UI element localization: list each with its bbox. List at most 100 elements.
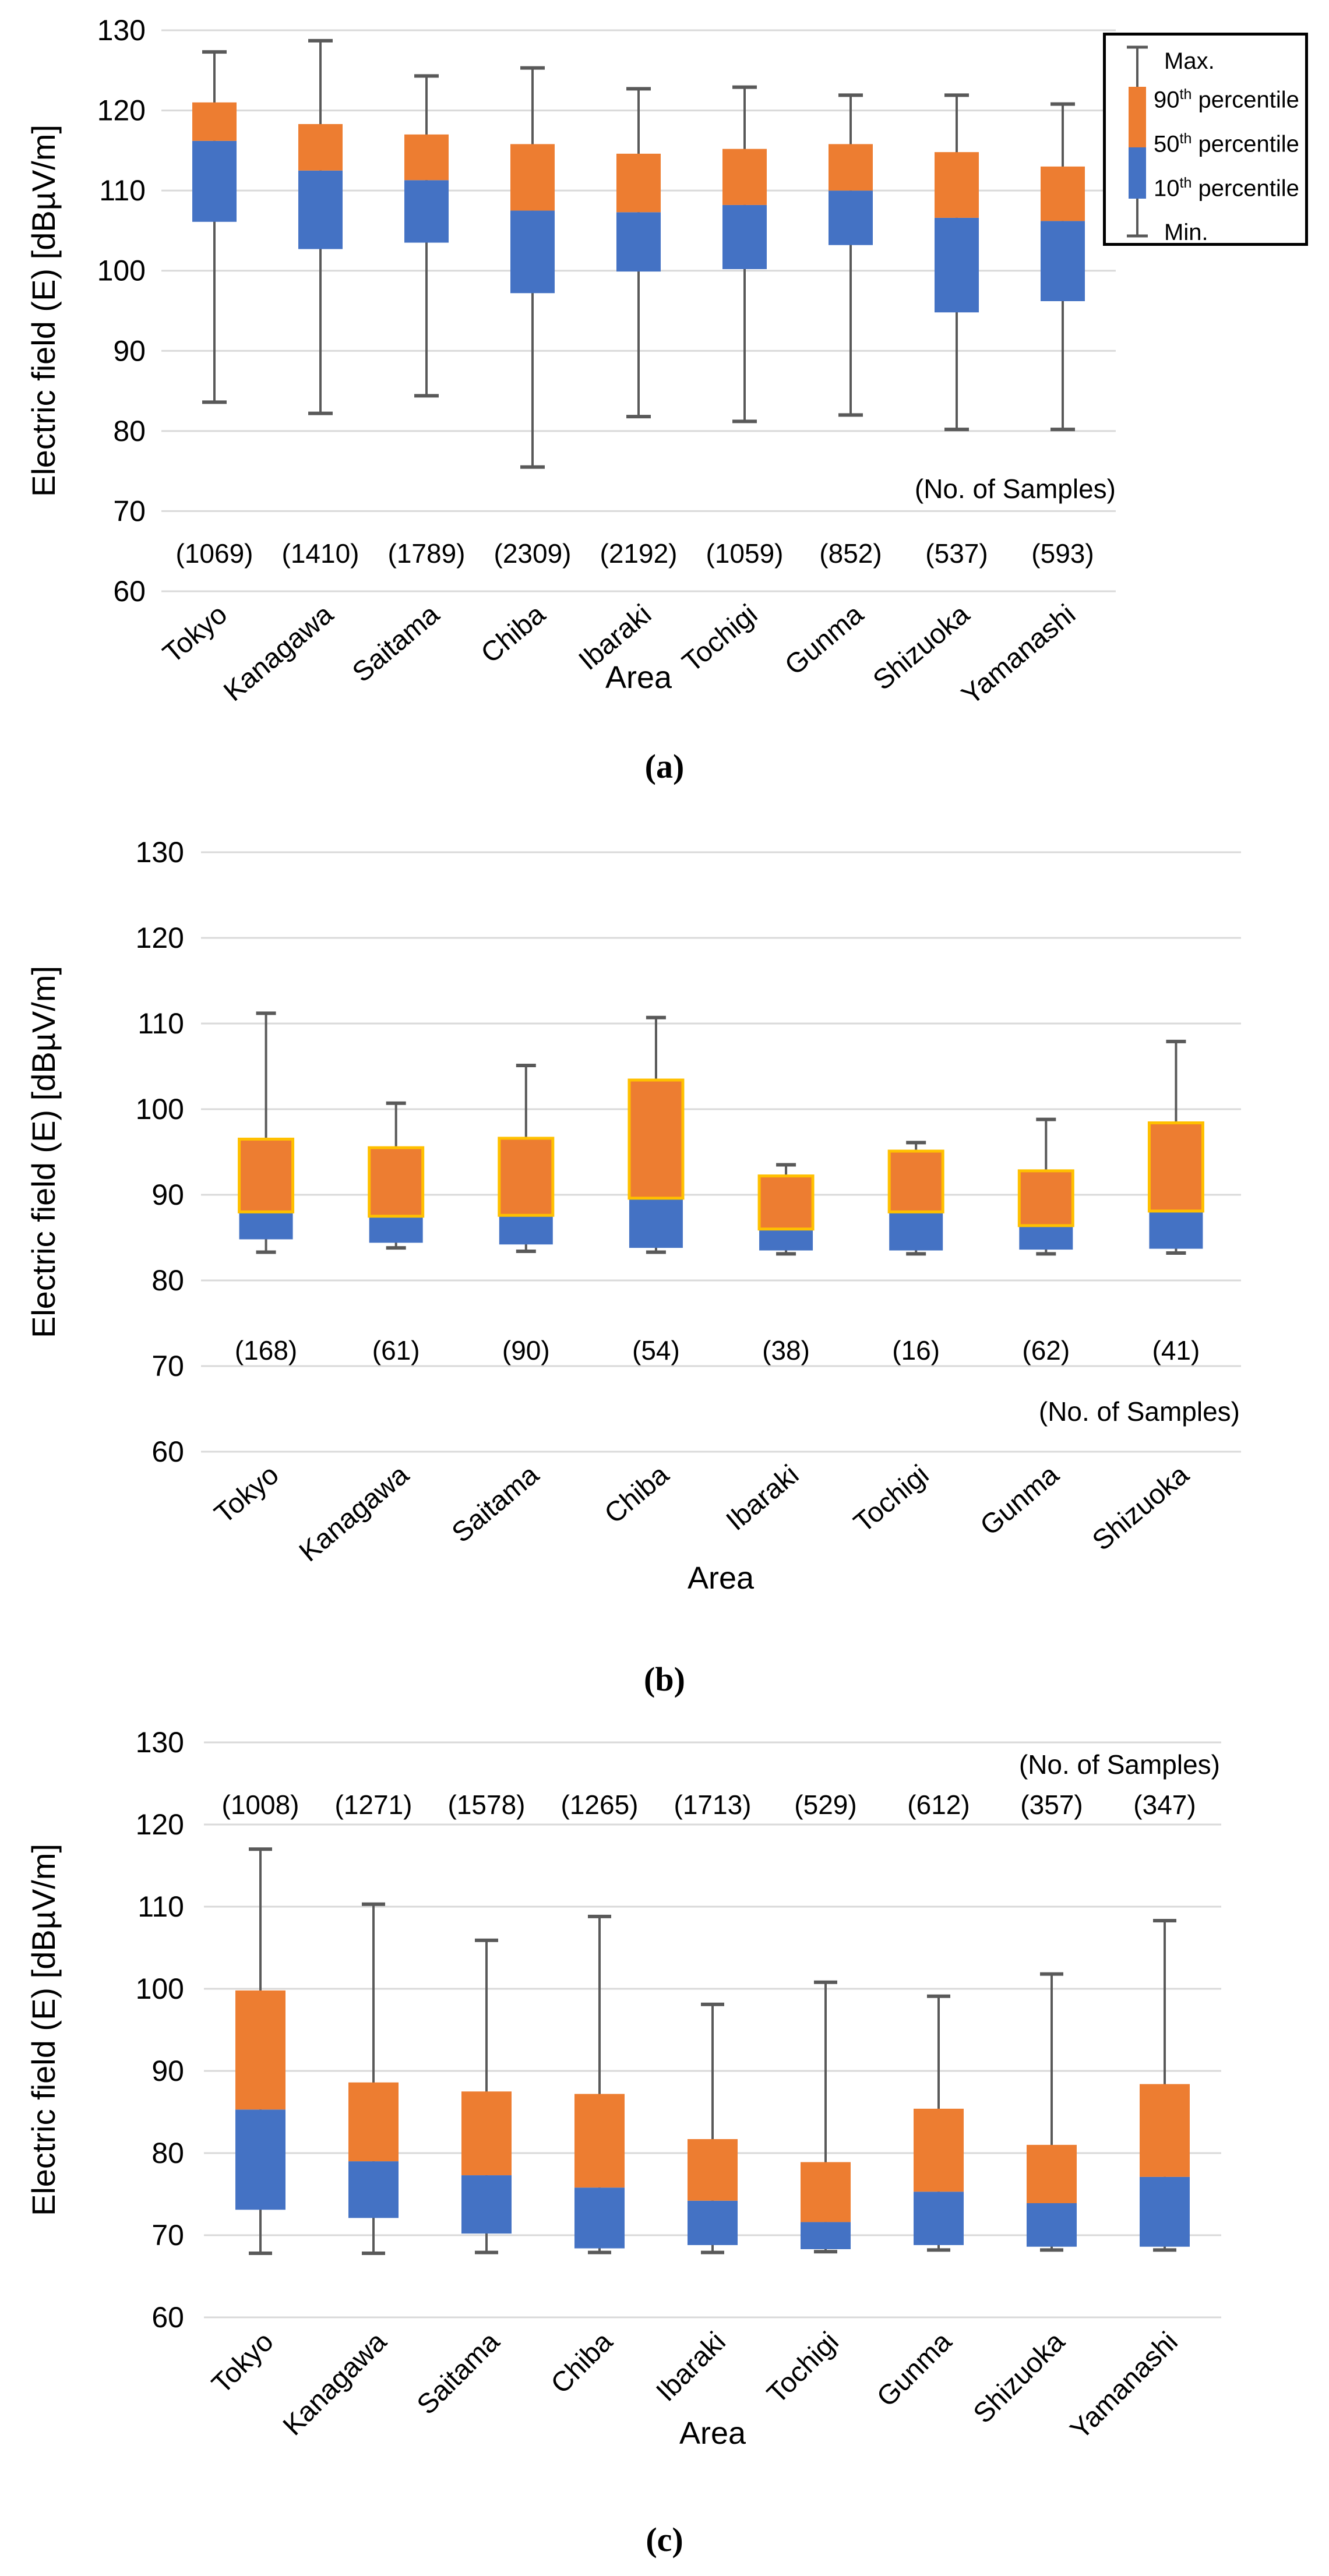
chart-c-xlabel-yamanashi: Yamanashi	[1064, 2326, 1184, 2446]
chart-c-x-axis-title: Area	[679, 2416, 746, 2451]
chart-c-sample-count-tokyo: (1008)	[222, 1790, 299, 1820]
chart-a-box-p50-p90-kanagawa	[298, 123, 343, 171]
legend-10th-box	[1129, 147, 1146, 199]
chart-a-xlabel-tochigi: Tochigi	[677, 599, 764, 679]
chart-b-sample-count-tokyo: (168)	[235, 1335, 297, 1365]
chart-a-xlabel-yamanashi: Yamanashi	[956, 599, 1081, 711]
chart-b-sample-count-shizuoka: (41)	[1152, 1335, 1200, 1365]
chart-b-xlabel-gunma: Gunma	[975, 1459, 1065, 1542]
chart-a-box-p50-p90-ibaraki	[616, 153, 661, 213]
chart-c-y-axis-title: Electric field (E) [dBµV/m]	[25, 1843, 62, 2217]
chart-c-xlabel-tokyo: Tokyo	[206, 2326, 280, 2399]
chart-a-box-p50-p90-tokyo	[192, 102, 237, 141]
chart-c-box-p10-p50-tochigi	[801, 2222, 851, 2249]
legend-boxplot-glyph	[1127, 45, 1148, 238]
chart-b-ytick-110: 110	[138, 1007, 184, 1040]
chart-c-sample-count-gunma: (612)	[907, 1790, 970, 1820]
chart-c-xlabel-saitama: Saitama	[411, 2326, 506, 2420]
chart-a-xlabel-shizuoka: Shizuoka	[868, 599, 976, 697]
chart-c-xlabel-shizuoka: Shizuoka	[968, 2326, 1071, 2429]
chart-c-box-p50-p90-saitama	[461, 2091, 512, 2176]
chart-a-sample-count-kanagawa: (1410)	[282, 538, 359, 569]
chart-b-ytick-130: 130	[136, 836, 184, 869]
chart-c-box-p10-p50-shizuoka	[1027, 2203, 1077, 2247]
chart-a-ytick-70: 70	[113, 495, 146, 527]
chart-c-box-p50-p90-shizuoka	[1027, 2144, 1077, 2204]
chart-a-xlabel-gunma: Gunma	[779, 599, 869, 682]
legend-item-max: Max.	[1164, 48, 1215, 74]
chart-c-ytick-90: 90	[151, 2055, 184, 2087]
chart-b-sample-count-kanagawa: (61)	[372, 1335, 420, 1365]
chart-a-xlabel-kanagawa: Kanagawa	[218, 599, 339, 708]
chart-c-ytick-60: 60	[151, 2301, 184, 2334]
chart-b-xlabel-kanagawa: Kanagawa	[294, 1459, 415, 1568]
chart-a-box-p10-p50-yamanashi	[1041, 221, 1085, 301]
chart-a-ytick-90: 90	[113, 334, 146, 367]
chart-c-caption: (c)	[646, 2521, 683, 2559]
chart-c-box-p10-p50-yamanashi	[1140, 2176, 1190, 2247]
chart-b-box-p50-p90-ibaraki	[757, 1174, 815, 1231]
chart-b-caption: (b)	[644, 1660, 685, 1698]
chart-a-sample-count-shizuoka: (537)	[925, 538, 988, 569]
chart-c-samples-note: (No. of Samples)	[1018, 1749, 1220, 1780]
chart-a-y-axis-title: Electric field (E) [dBµV/m]	[25, 124, 62, 497]
chart-b-box-p10-p50-gunma	[1019, 1225, 1073, 1250]
chart-b-y-axis-title: Electric field (E) [dBµV/m]	[25, 965, 62, 1339]
chart-b-sample-count-gunma: (62)	[1022, 1335, 1070, 1365]
chart-c-sample-count-yamanashi: (347)	[1133, 1790, 1196, 1820]
chart-b-sample-count-saitama: (90)	[502, 1335, 550, 1365]
legend-item-90th-percentile: 90th percentile	[1154, 86, 1299, 113]
chart-c-box-p10-p50-chiba	[574, 2187, 625, 2249]
chart-b-box-p50-p90-tochigi	[887, 1149, 944, 1213]
chart-c-box-p50-p90-ibaraki	[688, 2139, 738, 2201]
chart-a-box-p50-p90-shizuoka	[935, 152, 979, 218]
chart-c-box-p50-p90-yamanashi	[1140, 2084, 1190, 2177]
chart-c-ytick-80: 80	[151, 2137, 184, 2169]
chart-a-box-p50-p90-saitama	[404, 134, 449, 181]
chart-c-box-p50-p90-kanagawa	[348, 2082, 399, 2162]
legend: Max. 90th percentile 50th percentile 10t…	[1103, 33, 1308, 246]
legend-item-10th-percentile: 10th percentile	[1154, 175, 1299, 202]
chart-b-box-p10-p50-tokyo	[239, 1212, 293, 1240]
chart-a-caption: (a)	[644, 747, 685, 785]
legend-item-50th-percentile: 50th percentile	[1154, 130, 1299, 157]
chart-c-box-p50-p90-chiba	[574, 2094, 625, 2188]
chart-a-box-p10-p50-tochigi	[722, 204, 767, 269]
chart-a-sample-count-yamanashi: (593)	[1031, 538, 1094, 569]
chart-b-sample-count-ibaraki: (38)	[762, 1335, 810, 1365]
chart-b-ytick-60: 60	[151, 1435, 184, 1468]
chart-a-sample-count-ibaraki: (2192)	[600, 538, 678, 569]
chart-b-sample-count-tochigi: (16)	[892, 1335, 940, 1365]
chart-b-box-p50-p90-shizuoka	[1147, 1121, 1204, 1213]
chart-c-ytick-110: 110	[138, 1890, 184, 1923]
chart-a-box-p50-p90-yamanashi	[1041, 166, 1085, 221]
chart-c-xlabel-gunma: Gunma	[871, 2326, 958, 2413]
chart-a-box-p10-p50-tokyo	[192, 140, 237, 222]
chart-b-box-p50-p90-saitama	[498, 1137, 555, 1217]
chart-b-sample-count-chiba: (54)	[632, 1335, 680, 1365]
chart-c-box-p50-p90-tokyo	[235, 1990, 285, 2110]
chart-c-xlabel-tochigi: Tochigi	[762, 2326, 845, 2409]
chart-c-ytick-120: 120	[136, 1808, 184, 1841]
chart-b-ytick-70: 70	[151, 1350, 184, 1382]
chart-c-box-p10-p50-kanagawa	[348, 2161, 399, 2218]
chart-b-xlabel-shizuoka: Shizuoka	[1087, 1459, 1195, 1557]
chart-a-box-p10-p50-kanagawa	[298, 170, 343, 249]
chart-c-box-p10-p50-saitama	[461, 2175, 512, 2234]
legend-item-min: Min.	[1164, 220, 1208, 245]
chart-a-box-p10-p50-shizuoka	[935, 217, 979, 313]
chart-b-box-p10-p50-chiba	[629, 1198, 683, 1248]
chart-b-box-p50-p90-tokyo	[238, 1137, 295, 1213]
chart-a-ytick-120: 120	[97, 94, 146, 127]
chart-a-samples-note: (No. of Samples)	[914, 474, 1116, 504]
chart-b-xlabel-tochigi: Tochigi	[848, 1459, 935, 1539]
chart-b-samples-note: (No. of Samples)	[1038, 1396, 1240, 1427]
chart-b-box-p50-p90-chiba	[628, 1078, 685, 1200]
chart-c-sample-count-ibaraki: (1713)	[674, 1790, 752, 1820]
chart-a-xlabel-chiba: Chiba	[475, 599, 551, 669]
chart-a-ytick-80: 80	[113, 415, 146, 447]
chart-a-box-p10-p50-saitama	[404, 180, 449, 243]
chart-c-box-p50-p90-tochigi	[801, 2162, 851, 2222]
chart-a-x-axis-title: Area	[605, 660, 672, 695]
